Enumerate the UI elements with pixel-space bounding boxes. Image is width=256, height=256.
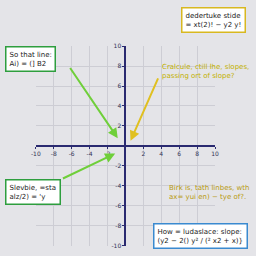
svg-text:Birk is, tath linbes, wthax= y: Birk is, tath linbes, wthax= yui en) − t… (169, 184, 249, 201)
svg-text:2: 2 (141, 150, 145, 157)
svg-text:How = ludaslace: slope:(y2 − 2: How = ludaslace: slope:(y2 − 2() y² / (²… (158, 228, 244, 245)
svg-text:4: 4 (117, 102, 121, 109)
svg-text:-4: -4 (87, 150, 93, 157)
svg-text:So that line:Ai) = (] B2: So that line:Ai) = (] B2 (10, 51, 52, 68)
svg-text:-10: -10 (111, 242, 121, 249)
svg-text:6: 6 (117, 82, 121, 89)
svg-text:Cralcule, ctill lhe, slopes,pa: Cralcule, ctill lhe, slopes,passing ort … (162, 63, 249, 80)
svg-text:8: 8 (117, 62, 121, 69)
svg-text:-2: -2 (105, 150, 111, 157)
svg-text:2: 2 (117, 122, 121, 129)
svg-text:-6: -6 (115, 202, 121, 209)
svg-text:10: 10 (114, 42, 122, 49)
svg-text:4: 4 (159, 150, 163, 157)
svg-text:-4: -4 (115, 182, 121, 189)
svg-text:-2: -2 (115, 162, 121, 169)
svg-text:10: 10 (211, 150, 219, 157)
svg-text:6: 6 (177, 150, 181, 157)
svg-text:8: 8 (195, 150, 199, 157)
svg-text:-8: -8 (51, 150, 57, 157)
svg-text:dedertuke stide= xt(2)! − y2 y: dedertuke stide= xt(2)! − y2 y! (186, 12, 242, 29)
svg-text:-8: -8 (115, 222, 121, 229)
svg-text:-10: -10 (31, 150, 41, 157)
svg-text:-6: -6 (69, 150, 75, 157)
svg-text:Slevbie, =staalz/2) = 'y: Slevbie, =staalz/2) = 'y (10, 184, 57, 201)
